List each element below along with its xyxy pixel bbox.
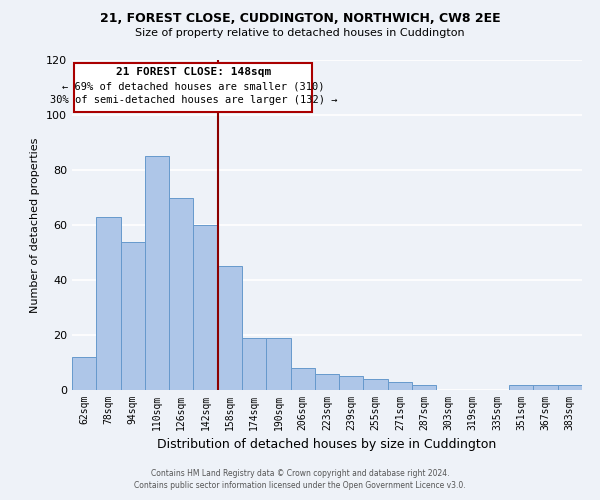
X-axis label: Distribution of detached houses by size in Cuddington: Distribution of detached houses by size … — [157, 438, 497, 452]
Bar — [266, 338, 290, 390]
Bar — [242, 338, 266, 390]
Bar — [193, 225, 218, 390]
Text: 30% of semi-detached houses are larger (132) →: 30% of semi-detached houses are larger (… — [50, 95, 337, 105]
Bar — [218, 266, 242, 390]
Text: ← 69% of detached houses are smaller (310): ← 69% of detached houses are smaller (31… — [62, 81, 325, 91]
Bar — [388, 382, 412, 390]
Bar — [121, 242, 145, 390]
FancyBboxPatch shape — [74, 62, 313, 112]
Bar — [339, 376, 364, 390]
Bar — [509, 384, 533, 390]
Bar — [145, 156, 169, 390]
Bar — [558, 384, 582, 390]
Text: 21, FOREST CLOSE, CUDDINGTON, NORTHWICH, CW8 2EE: 21, FOREST CLOSE, CUDDINGTON, NORTHWICH,… — [100, 12, 500, 26]
Text: 21 FOREST CLOSE: 148sqm: 21 FOREST CLOSE: 148sqm — [116, 68, 271, 78]
Y-axis label: Number of detached properties: Number of detached properties — [31, 138, 40, 312]
Bar — [315, 374, 339, 390]
Text: Contains HM Land Registry data © Crown copyright and database right 2024.: Contains HM Land Registry data © Crown c… — [151, 468, 449, 477]
Bar — [96, 217, 121, 390]
Bar — [364, 379, 388, 390]
Text: Size of property relative to detached houses in Cuddington: Size of property relative to detached ho… — [135, 28, 465, 38]
Bar — [290, 368, 315, 390]
Bar — [72, 357, 96, 390]
Bar — [169, 198, 193, 390]
Text: Contains public sector information licensed under the Open Government Licence v3: Contains public sector information licen… — [134, 481, 466, 490]
Bar — [533, 384, 558, 390]
Bar — [412, 384, 436, 390]
